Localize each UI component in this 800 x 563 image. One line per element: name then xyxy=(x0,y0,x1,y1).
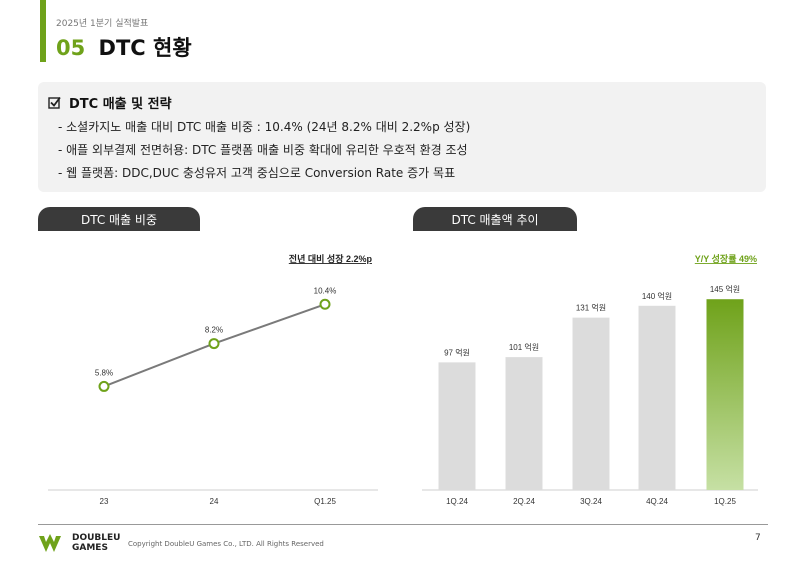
share-x-tick-label: 24 xyxy=(210,497,219,506)
strategy-bullet: - 웹 플랫폼: DDC,DUC 충성유저 고객 중심으로 Conversion… xyxy=(58,166,456,180)
yoy-annotation: Y/Y 성장률 49% xyxy=(695,253,757,264)
copyright-text: Copyright DoubleU Games Co., LTD. All Ri… xyxy=(128,540,324,548)
page-title: 05 DTC 현황 xyxy=(56,32,192,62)
share-data-point xyxy=(98,380,110,392)
dtc-share-chart-title: DTC 매출 비중 xyxy=(38,207,200,231)
footer-divider xyxy=(38,524,768,525)
strategy-heading-row: DTC 매출 및 전략 xyxy=(48,93,172,112)
revenue-x-tick-label: 4Q.24 xyxy=(646,497,668,506)
section-number: 05 xyxy=(56,36,86,60)
strategy-bullet: - 애플 외부결제 전면허용: DTC 플랫폼 매출 비중 확대에 유리한 우호… xyxy=(58,143,468,157)
share-data-label: 5.8% xyxy=(95,368,113,377)
revenue-bar xyxy=(638,305,676,490)
strategy-box: DTC 매출 및 전략 - 소셜카지노 매출 대비 DTC 매출 비중 : 10… xyxy=(38,82,766,192)
revenue-data-label: 140 억원 xyxy=(642,291,672,301)
logo-line-1: DOUBLEU xyxy=(72,533,121,543)
section-title: DTC 현황 xyxy=(98,36,192,60)
report-subtitle: 2025년 1분기 실적발표 xyxy=(56,19,149,29)
share-data-label: 8.2% xyxy=(205,326,223,335)
company-logo: DOUBLEU GAMES xyxy=(38,533,120,553)
revenue-x-tick-label: 1Q.25 xyxy=(714,497,736,506)
logo-line-2: GAMES xyxy=(72,543,108,553)
dtc-revenue-bar-chart: Y/Y 성장률 49% 97 억원 1Q.24 101 억원 2Q.24 131 억원 3… xyxy=(422,253,758,506)
revenue-x-tick-label: 3Q.24 xyxy=(580,497,602,506)
revenue-bar xyxy=(572,317,610,490)
share-data-point xyxy=(208,338,220,350)
revenue-x-tick-label: 2Q.24 xyxy=(513,497,535,506)
dtc-share-line-chart: 전년 대비 성장 2.2%p 5.8% 23 8.2% 24 10.4% Q1.25 xyxy=(48,253,378,506)
share-x-tick-label: Q1.25 xyxy=(314,497,336,506)
doubleu-logo-icon xyxy=(39,534,61,552)
share-data-point xyxy=(319,298,331,310)
revenue-data-label: 145 억원 xyxy=(710,284,740,294)
dtc-revenue-chart-title: DTC 매출액 추이 xyxy=(413,207,577,231)
revenue-bar xyxy=(706,299,744,490)
checkbox-icon xyxy=(48,96,61,109)
revenue-data-label: 101 억원 xyxy=(509,342,539,352)
revenue-x-tick-label: 1Q.24 xyxy=(446,497,468,506)
revenue-bar xyxy=(505,357,543,490)
revenue-data-label: 97 억원 xyxy=(444,347,470,357)
strategy-bullet: - 소셜카지노 매출 대비 DTC 매출 비중 : 10.4% (24년 8.2… xyxy=(58,120,471,134)
revenue-bar xyxy=(438,362,476,490)
strategy-heading: DTC 매출 및 전략 xyxy=(69,97,172,112)
page-number: 7 xyxy=(755,533,761,543)
title-accent-bar xyxy=(40,0,46,62)
share-data-label: 10.4% xyxy=(314,286,337,295)
share-x-tick-label: 23 xyxy=(100,497,109,506)
revenue-data-label: 131 억원 xyxy=(576,303,606,313)
growth-annotation: 전년 대비 성장 2.2%p xyxy=(289,253,373,264)
